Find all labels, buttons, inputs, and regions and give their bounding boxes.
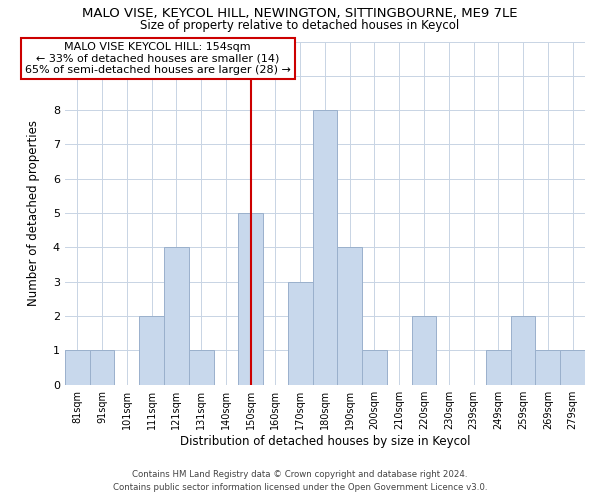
Bar [139,316,164,384]
Bar [560,350,585,384]
Bar [89,350,115,384]
Text: Size of property relative to detached houses in Keycol: Size of property relative to detached ho… [140,19,460,32]
X-axis label: Distribution of detached houses by size in Keycol: Distribution of detached houses by size … [180,434,470,448]
Bar [238,213,263,384]
Text: MALO VISE KEYCOL HILL: 154sqm
← 33% of detached houses are smaller (14)
65% of s: MALO VISE KEYCOL HILL: 154sqm ← 33% of d… [25,42,291,74]
Bar [337,248,362,384]
Bar [313,110,337,384]
Text: MALO VISE, KEYCOL HILL, NEWINGTON, SITTINGBOURNE, ME9 7LE: MALO VISE, KEYCOL HILL, NEWINGTON, SITTI… [82,8,518,20]
Text: Contains HM Land Registry data © Crown copyright and database right 2024.
Contai: Contains HM Land Registry data © Crown c… [113,470,487,492]
Bar [189,350,214,384]
Bar [535,350,560,384]
Bar [486,350,511,384]
Bar [164,248,189,384]
Bar [511,316,535,384]
Bar [288,282,313,385]
Bar [412,316,436,384]
Bar [65,350,89,384]
Y-axis label: Number of detached properties: Number of detached properties [28,120,40,306]
Bar [362,350,387,384]
